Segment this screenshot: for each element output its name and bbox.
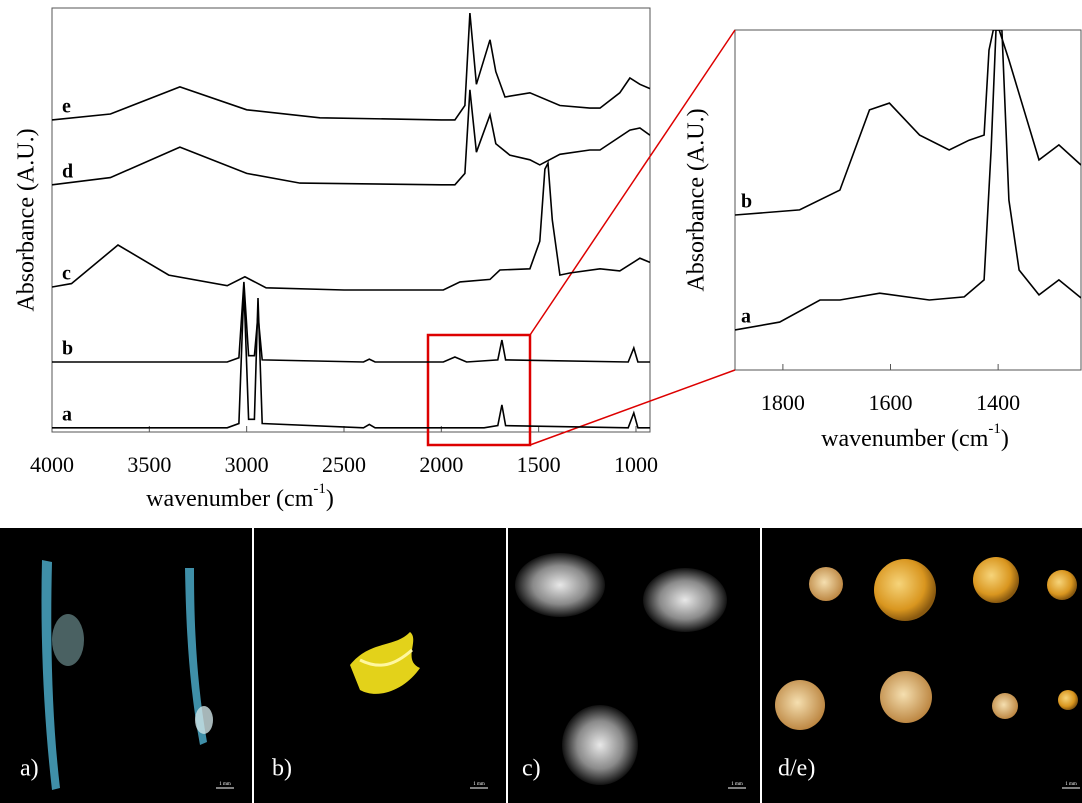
x-tick-label: 3000 — [225, 452, 269, 477]
zoom-line — [529, 369, 736, 446]
x-tick-label: 4000 — [30, 452, 74, 477]
series-label: b — [741, 191, 752, 213]
x-tick-label: 2500 — [322, 452, 366, 477]
spectrum-line — [735, 30, 1081, 331]
spectrum-line — [735, 30, 1081, 216]
series-label: e — [62, 96, 71, 118]
photo-panel: c) 1 mm — [508, 528, 760, 803]
scale-bar-label: 1 mm — [731, 782, 743, 787]
panel-label: c) — [522, 756, 541, 782]
inset-frame — [734, 29, 1082, 371]
x-tick-label: 1800 — [761, 390, 805, 415]
x-axis-label: wavenumber (cm-1) — [146, 481, 334, 511]
series-label: d — [62, 160, 73, 182]
panel-label: a) — [20, 756, 39, 782]
plot-area — [735, 30, 1081, 331]
x-tick-label: 1600 — [869, 390, 913, 415]
zoom-line — [529, 29, 736, 336]
x-axis-label: wavenumber (cm-1) — [821, 421, 1009, 451]
y-axis-label: Absorbance (A.U.) — [14, 128, 40, 311]
x-tick-label: 3500 — [127, 452, 171, 477]
series-label: c — [62, 263, 71, 285]
photo-panel: b) 1 mm — [254, 528, 506, 803]
spectrum-line — [52, 89, 650, 186]
x-tick-label: 1000 — [614, 452, 658, 477]
spectrum-line — [52, 13, 650, 121]
series-label: a — [741, 305, 751, 327]
x-tick-label: 2000 — [419, 452, 463, 477]
spectrum-line — [52, 160, 650, 291]
panel-label: d/e) — [778, 756, 815, 782]
scale-bar-label: 1 mm — [473, 782, 485, 787]
y-axis-label: Absorbance (A.U.) — [684, 108, 710, 291]
photo-panel: d/e) 1 mm — [762, 528, 1082, 803]
series-label: b — [62, 338, 73, 360]
spectrum-line — [52, 281, 650, 363]
x-tick-label: 1400 — [976, 390, 1020, 415]
plot-area — [52, 13, 650, 429]
scale-bar-label: 1 mm — [219, 782, 231, 787]
series-label: a — [62, 403, 72, 425]
plot-frame — [51, 7, 651, 433]
x-tick-label: 1500 — [517, 452, 561, 477]
photo-panel: a) 1 mm — [0, 528, 252, 803]
panel-label: b) — [272, 756, 292, 782]
scale-bar-label: 1 mm — [1065, 782, 1077, 787]
spectrum-line — [52, 287, 650, 429]
zoom-box — [426, 333, 532, 447]
